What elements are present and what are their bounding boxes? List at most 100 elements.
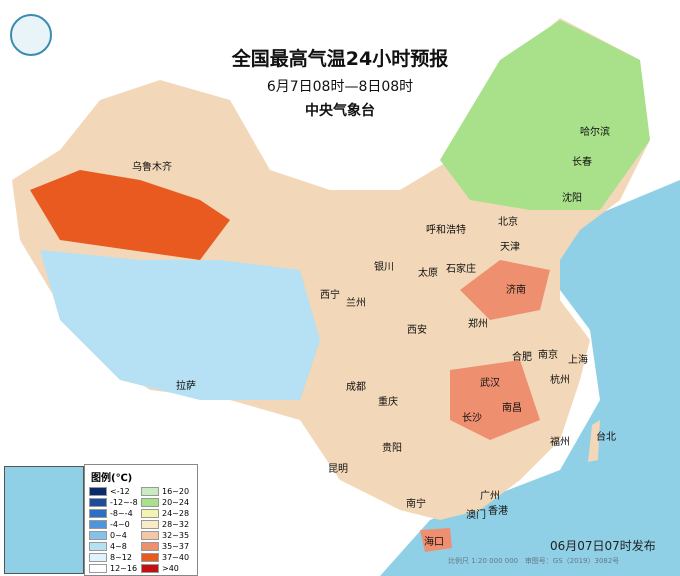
legend-label: 0~4 [110,530,127,540]
legend-label: 16~20 [162,486,190,496]
legend-item: 32~35 [141,530,193,540]
city-label: 成都 [346,382,366,393]
map-title: 全国最高气温24小时预报 [231,48,449,70]
city-label: 太原 [418,268,438,279]
legend-item: 37~40 [141,552,193,562]
legend-item: 16~20 [141,486,193,496]
city-label: 兰州 [346,298,366,309]
approval-number: 审图号：GS（2019）3082号 [524,557,620,565]
legend-item: 0~4 [89,530,141,540]
legend-swatch [141,508,159,518]
legend-label: >40 [162,563,179,573]
city-label: 台北 [596,432,616,443]
central-hot-region [450,360,540,440]
city-label: 拉萨 [176,381,196,392]
legend-item: 4~8 [89,541,141,551]
legend-label: 12~16 [110,563,138,573]
scale-and-approval: 比例尺 1:20 000 000 审图号：GS（2019）3082号 [448,556,619,566]
legend: 图例(℃) <-12 16~20 -12~-8 20~24 -8~-4 24~28 -4~0… [84,464,198,576]
hainan-island [420,528,452,552]
legend-swatch [89,519,107,529]
city-label: 武汉 [480,378,500,389]
legend-item: 35~37 [141,541,193,551]
legend-label: 35~37 [162,541,190,551]
city-label: 南京 [538,350,558,361]
legend-swatch [89,530,107,540]
city-label: 西安 [407,325,427,336]
city-label: 南昌 [502,403,522,414]
city-label: 昆明 [328,464,348,475]
legend-label: 28~32 [162,519,190,529]
xinjiang-hot-region [30,170,230,260]
city-label: 广州 [480,491,500,502]
legend-label: 8~12 [110,552,132,562]
city-label: 南宁 [406,499,426,510]
legend-item: >40 [141,563,193,573]
cma-logo [10,14,52,56]
legend-label: 32~35 [162,530,190,540]
legend-swatch [141,530,159,540]
city-label: 哈尔滨 [580,127,610,138]
tibet-cool-region [40,250,320,400]
city-label: 海口 [424,537,444,548]
city-label: 济南 [506,285,526,296]
legend-label: -12~-8 [110,497,138,507]
city-label: 呼和浩特 [426,225,466,236]
legend-label: <-12 [110,486,130,496]
forecast-period: 6月7日08时—8日08时 [266,79,414,95]
legend-item: 20~24 [141,497,193,507]
city-label: 重庆 [378,397,398,408]
north-china-hot-region [460,260,550,320]
legend-swatch [89,508,107,518]
city-label: 长春 [572,157,592,168]
legend-swatch [89,563,107,573]
city-label: 福州 [550,437,570,448]
legend-swatch [141,563,159,573]
taiwan-island [588,420,600,462]
city-label: 香港 [488,506,508,517]
city-label: 澳门 [466,510,486,521]
scale: 比例尺 1:20 000 000 [448,557,519,565]
city-label: 上海 [568,355,588,366]
northeast-mild-region [440,20,650,210]
legend-item: <-12 [89,486,141,496]
south-china-sea-inset [4,466,84,574]
legend-item: -4~0 [89,519,141,529]
legend-swatch [89,486,107,496]
city-label: 西宁 [320,290,340,301]
legend-swatch [141,541,159,551]
legend-swatch [89,497,107,507]
legend-label: 4~8 [110,541,127,551]
city-label: 合肥 [512,352,532,363]
legend-label: 20~24 [162,497,190,507]
city-label: 沈阳 [562,193,582,204]
city-label: 乌鲁木齐 [132,162,172,173]
legend-label: 24~28 [162,508,190,518]
legend-swatch [89,541,107,551]
city-label: 北京 [498,217,518,228]
legend-item: -8~-4 [89,508,141,518]
city-label: 石家庄 [446,264,476,275]
city-label: 长沙 [462,413,482,424]
legend-item: 12~16 [89,563,141,573]
legend-label: -8~-4 [110,508,133,518]
legend-swatch [141,497,159,507]
city-label: 郑州 [468,319,488,330]
legend-swatch [141,486,159,496]
city-label: 银川 [374,262,394,273]
legend-swatch [89,552,107,562]
city-label: 杭州 [550,375,570,386]
legend-item: 8~12 [89,552,141,562]
legend-title: 图例(℃) [91,473,133,484]
legend-item: 24~28 [141,508,193,518]
city-label: 天津 [500,242,520,253]
issue-time: 06月07日07时发布 [550,539,656,553]
legend-label: 37~40 [162,552,190,562]
legend-item: -12~-8 [89,497,141,507]
legend-label: -4~0 [110,519,130,529]
legend-swatch [141,519,159,529]
legend-item: 28~32 [141,519,193,529]
legend-swatch [141,552,159,562]
